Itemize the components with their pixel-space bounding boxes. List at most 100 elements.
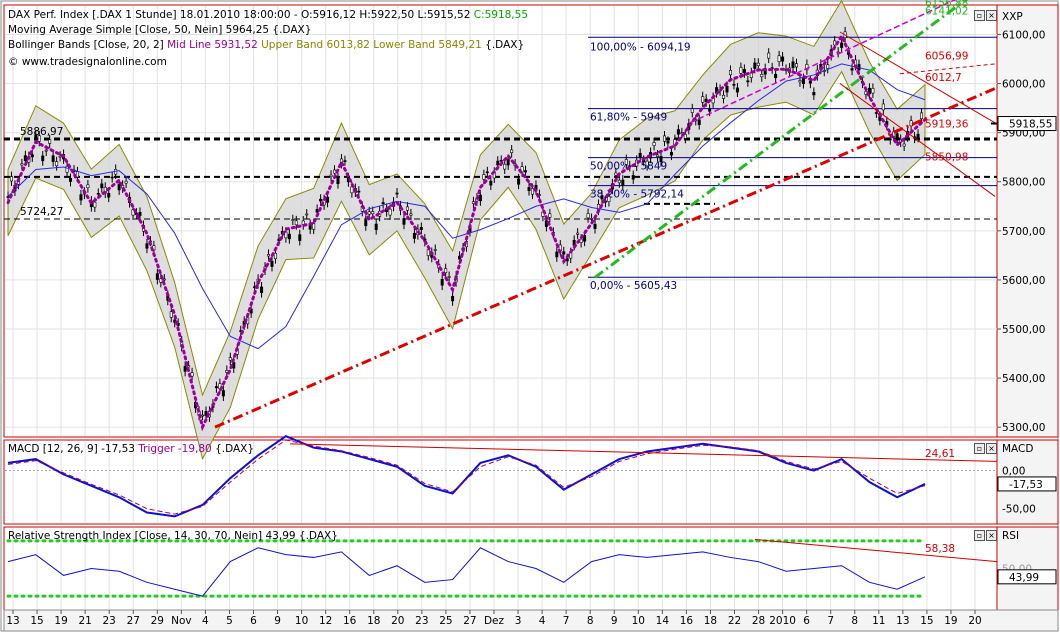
x-tick-label: 18 [704,615,717,627]
candle-body [774,73,778,79]
fib-label: 0,00% - 5605,43 [590,280,677,292]
candle-body [760,74,764,78]
candle-body [614,172,618,176]
x-tick-label: 6 [250,615,257,627]
macd-tick-label: 0,00 [1002,466,1025,478]
candle-body [690,108,694,113]
candle-body [874,112,878,114]
candle-body [697,119,701,125]
ma-legend[interactable]: Moving Average Simple [Close, 50, Nein] … [8,24,311,37]
macd-axis-code: MACD [1002,443,1034,455]
macd-last-label: -17,53 [1009,479,1043,491]
candle-body [728,70,732,76]
candle-body [124,180,128,184]
candle-body [471,201,475,204]
macd-suffix: {.DAX} [215,443,255,455]
x-tick-label: 18 [367,615,380,627]
candle-body [524,170,528,173]
candle-body [183,365,187,372]
candle-body [781,56,785,62]
candle-body [659,156,663,163]
rsi-last-box [997,569,1057,585]
price-tick-label: 5700,00 [1002,226,1045,238]
candle-body [517,178,521,185]
bb-label: Bollinger Bands [Close, 20, 2] [8,39,164,51]
candle-body [405,206,409,211]
rsi-suffix: {.DAX} [298,530,338,542]
x-tick-label: 27 [127,615,140,627]
candle-body [357,190,361,193]
rsi-value: 43,99 [265,530,296,542]
candle-body [291,219,295,221]
x-tick-label: 10 [295,615,308,627]
last-price-box [997,116,1057,132]
candle-body [228,357,232,361]
candle-body [624,159,628,165]
candle-body [621,179,625,186]
candle-body [305,213,309,216]
candle-body [666,140,670,144]
macd-trendline [289,443,998,462]
candle-body [826,64,830,69]
fib-label: 100,00% - 6094,19 [590,41,691,53]
x-tick-label: 11 [872,615,885,627]
candle-body [767,52,771,59]
macd-legend[interactable]: MACD [12, 26, 9] -17,53 Trigger -19,80 {… [8,443,254,456]
candle-body [37,135,41,142]
candle-body [9,176,13,182]
bb-upper: Upper Band 6013,82 [261,39,370,51]
x-tick-label: 2010 [769,615,796,627]
candle-body [93,202,97,208]
price-tick-label: 5800,00 [1002,177,1045,189]
x-tick-label: 16 [343,615,357,627]
x-tick-label: 7 [563,615,570,627]
candle-body [669,151,673,156]
candle-body [840,42,844,48]
candle-body [895,133,899,140]
rsi-maximize-icon[interactable]: ▫ [974,530,985,541]
candle-body [586,213,590,219]
candle-body [145,243,149,249]
macd-close-icon[interactable]: × [986,443,997,454]
candle-body [287,233,291,240]
candle-body [51,155,55,162]
candle-body [451,295,455,302]
main-header: DAX Perf. Index [.DAX 1 Stunde] 18.01.20… [8,9,528,22]
price-tick-label: 5300,00 [1002,422,1045,434]
macd-maximize-icon[interactable]: ▫ [974,443,985,454]
x-tick-label: 22 [728,615,741,627]
candle-body [836,51,840,54]
rsi-legend[interactable]: Relative Strength Index [Close, 14, 30, … [8,530,338,543]
x-tick-label: Nov [171,615,192,627]
x-tick-label: 5 [226,615,233,627]
candle-body [506,159,510,166]
main-axis-code: XXP [1002,11,1023,23]
x-tick-label: 9 [611,615,618,627]
candle-body [367,211,371,215]
candle-body [319,198,323,202]
candle-body [374,223,378,230]
rsi-close-icon[interactable]: × [986,530,997,541]
candle-body [735,87,739,93]
bb-legend[interactable]: Bollinger Bands [Close, 20, 2] Mid Line … [8,39,524,52]
x-tick-label: 21 [78,615,91,627]
close-icon[interactable]: × [986,10,997,21]
candle-body [746,80,750,83]
annotation-label: 6056,99 [925,51,968,63]
x-tick-label: 19 [54,615,67,627]
candle-body [583,235,587,242]
price-tick-label: 5500,00 [1002,324,1045,336]
candle-body [725,85,729,93]
candle-body [732,84,736,86]
x-tick-label: 9 [274,615,281,627]
candle-body [499,159,503,162]
x-tick-label: 13 [6,615,19,627]
candle-body [440,279,444,286]
candle-body [631,175,635,180]
candle-body [444,268,448,273]
ma-label: Moving Average Simple [Close, 50, Nein] [8,24,223,36]
candle-body [656,154,660,157]
maximize-icon[interactable]: ▫ [974,10,985,21]
x-tick-label: 20 [391,615,404,627]
candle-body [138,212,142,216]
